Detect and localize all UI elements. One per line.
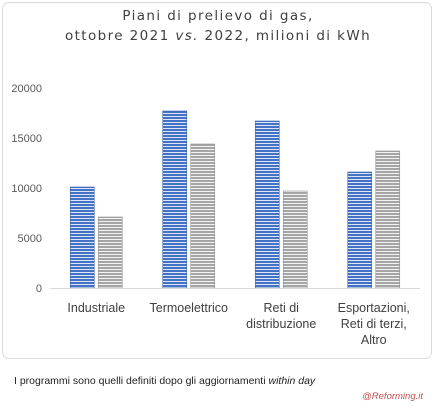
bar-series-1-3 (254, 120, 280, 289)
footnote-text: I programmi sono quelli definiti dopo gl… (14, 375, 269, 387)
bar-series-2-3 (282, 190, 308, 289)
y-tick-label: 10000 (11, 183, 42, 195)
chart-title-line-2-c: 2022, milioni di kWh (199, 28, 371, 44)
category-label-2: Termoelettrico (150, 301, 229, 315)
bar-series-2-1 (97, 216, 123, 289)
bar-series-2-4 (375, 150, 401, 289)
bar-chart: Piani di prelievo di gas, ottobre 2021 v… (11, 8, 420, 347)
category-label-1: Industriale (67, 301, 125, 315)
chart-title-line-2: ottobre 2021 vs. 2022, milioni di kWh (65, 28, 371, 44)
category-label-line: Altro (361, 333, 387, 347)
category-label-line: Industriale (67, 301, 125, 315)
category-label-line: distribuzione (246, 317, 316, 331)
bar-series-1-4 (347, 171, 373, 289)
bar-series-1-1 (69, 186, 95, 289)
bar-series-2-2 (190, 143, 216, 289)
bar-series-1-2 (162, 110, 188, 289)
category-label-line: Reti di terzi, (341, 317, 407, 331)
bars (69, 110, 401, 289)
y-tick-label: 0 (36, 283, 42, 295)
category-label-4: Esportazioni, Reti di terzi, Altro (338, 301, 410, 347)
y-tick-label: 20000 (11, 83, 42, 95)
chart-title-line-2-vs: vs. (175, 28, 199, 44)
y-tick-label: 5000 (18, 233, 42, 245)
category-labels: Industriale Termoelettrico Reti di distribu… (67, 301, 409, 347)
category-label-line: Termoelettrico (150, 301, 229, 315)
footnote: I programmi sono quelli definiti dopo gl… (14, 375, 315, 387)
chart-title-line-1: Piani di prelievo di gas, (122, 8, 313, 24)
category-label-line: Reti di (264, 301, 299, 315)
category-label-3: Reti di distribuzione (246, 301, 316, 331)
credit-label: @Reforming.it (362, 391, 423, 402)
footnote-emphasis: within day (268, 375, 316, 387)
category-label-line: Esportazioni, (338, 301, 410, 315)
y-axis-ticks: 0 5000 10000 15000 20000 (11, 83, 42, 295)
chart-title-line-2-a: ottobre 2021 (65, 28, 175, 44)
y-tick-label: 15000 (11, 133, 42, 145)
